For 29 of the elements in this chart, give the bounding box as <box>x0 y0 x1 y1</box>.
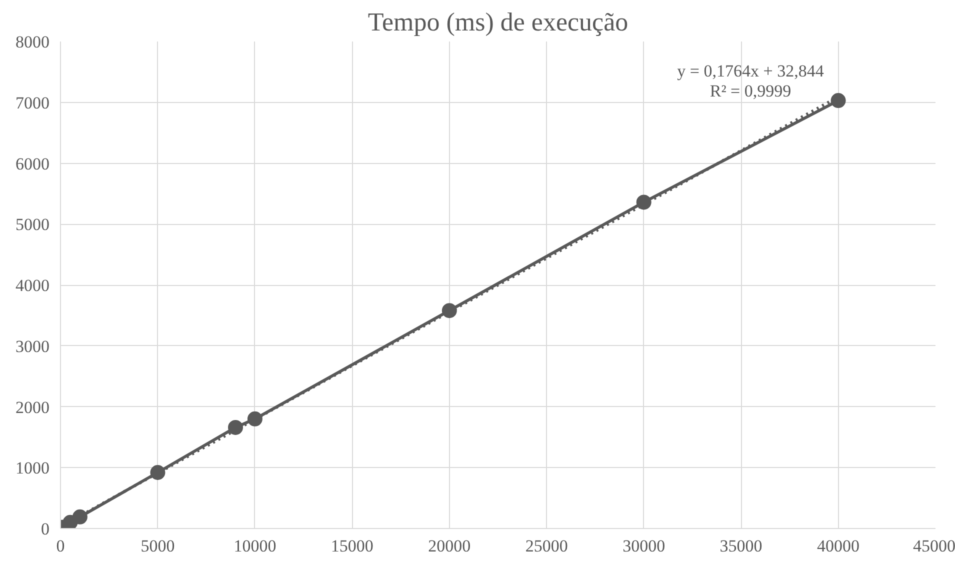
y-tick-label: 7000 <box>16 93 50 112</box>
point <box>247 411 262 426</box>
x-tick-label: 0 <box>56 536 65 556</box>
chart-title: Tempo (ms) de execução <box>368 8 628 36</box>
x-tick-label: 20000 <box>428 536 471 556</box>
point <box>830 93 846 108</box>
x-tick-label: 5000 <box>140 536 175 556</box>
x-tick-label: 10000 <box>234 536 276 556</box>
x-tick-label: 35000 <box>720 536 762 556</box>
point <box>228 420 243 435</box>
y-tick-label: 0 <box>41 520 50 538</box>
y-tick-label: 4000 <box>16 276 50 295</box>
x-tick-label: 25000 <box>525 536 568 556</box>
annotation: y = 0,1764x + 32,844 <box>677 62 824 80</box>
x-tick-label: 15000 <box>330 536 374 556</box>
annotation: R² = 0,9999 <box>710 82 792 100</box>
point <box>442 303 457 318</box>
y-tick-label: 8000 <box>16 32 50 52</box>
y-tick-label: 5000 <box>16 215 50 234</box>
point <box>72 509 88 524</box>
x-tick-label: 45000 <box>913 536 955 556</box>
y-tick-label: 6000 <box>16 154 50 174</box>
point <box>150 465 166 480</box>
x-tick-label: 40000 <box>817 536 860 556</box>
x-tick-label: 30000 <box>622 536 666 556</box>
y-tick-label: 3000 <box>16 336 50 356</box>
y-tick-label: 2000 <box>16 398 50 417</box>
point <box>636 194 652 210</box>
y-tick-label: 1000 <box>16 458 50 478</box>
